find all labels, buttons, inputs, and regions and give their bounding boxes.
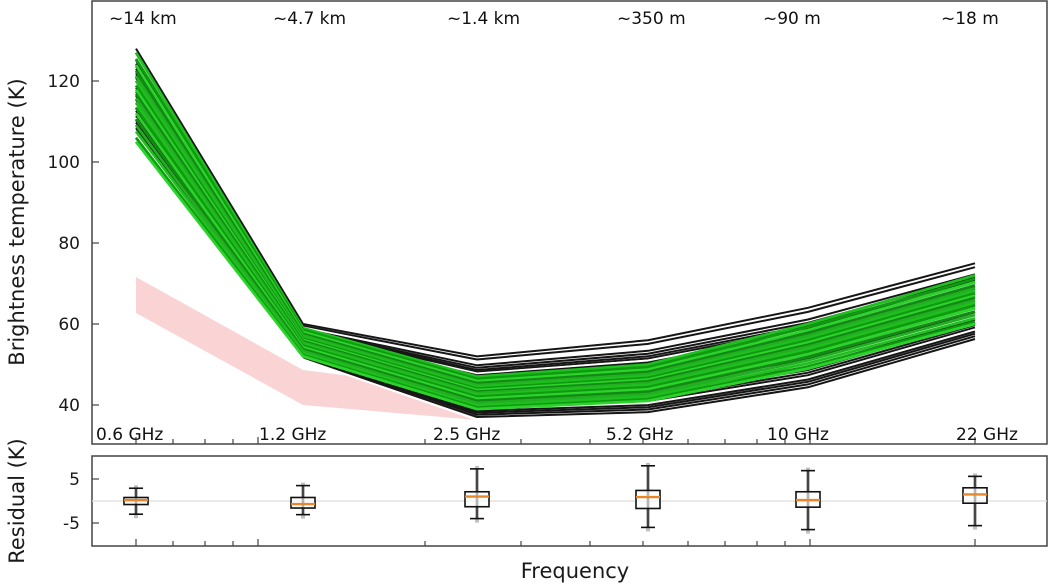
x-axis-title: Frequency xyxy=(521,559,630,583)
residual-boxplots xyxy=(123,462,988,534)
ytick-120: 120 xyxy=(48,72,80,92)
boxplot-5 xyxy=(962,473,988,530)
data-line xyxy=(134,130,976,407)
y-axis-main xyxy=(92,80,99,406)
x-ticks-main xyxy=(135,437,976,444)
boxplot-2 xyxy=(464,465,490,523)
freq-label-3: 5.2 GHz xyxy=(606,425,673,445)
boxplot-1 xyxy=(290,482,316,519)
y-axis-title-main: Brightness temperature (K) xyxy=(5,78,29,365)
ytick-80: 80 xyxy=(58,234,80,254)
main-panel: 120 100 80 60 40 0.6 GHz 1.2 GHz 2.5 GHz xyxy=(5,0,1048,445)
data-line xyxy=(134,118,976,403)
x-ticks-residual xyxy=(135,539,976,546)
freq-label-0: 0.6 GHz xyxy=(96,425,163,445)
freq-label-5: 22 GHz xyxy=(956,425,1018,445)
data-line xyxy=(134,124,976,405)
depth-label-2: ~1.4 km xyxy=(447,9,520,29)
boxplot-0 xyxy=(123,485,149,519)
freq-label-2: 2.5 GHz xyxy=(433,425,500,445)
model-lines xyxy=(134,51,976,411)
y-axis-title-residual: Residual (K) xyxy=(5,438,29,564)
freq-label-1: 1.2 GHz xyxy=(259,425,326,445)
ytick-100: 100 xyxy=(48,153,80,173)
depth-label-1: ~4.7 km xyxy=(273,9,346,29)
boxplot-4 xyxy=(795,467,821,534)
boxplot-3 xyxy=(635,462,661,532)
y-axis-residual xyxy=(92,478,99,524)
ytick-40: 40 xyxy=(58,396,80,416)
depth-label-0: ~14 km xyxy=(109,9,177,29)
depth-label-3: ~350 m xyxy=(617,9,686,29)
depth-label-5: ~18 m xyxy=(941,9,999,29)
data-line xyxy=(135,48,976,358)
depth-label-4: ~90 m xyxy=(763,9,821,29)
ytick-60: 60 xyxy=(58,315,80,335)
data-line xyxy=(134,58,976,381)
data-line xyxy=(134,140,976,411)
residual-ytick-5: 5 xyxy=(69,470,80,490)
data-line xyxy=(134,112,976,401)
residual-panel: 5 -5 Residual (K) Frequency xyxy=(5,438,1048,583)
residual-ytick-neg5: -5 xyxy=(63,514,80,534)
freq-label-4: 10 GHz xyxy=(767,425,829,445)
